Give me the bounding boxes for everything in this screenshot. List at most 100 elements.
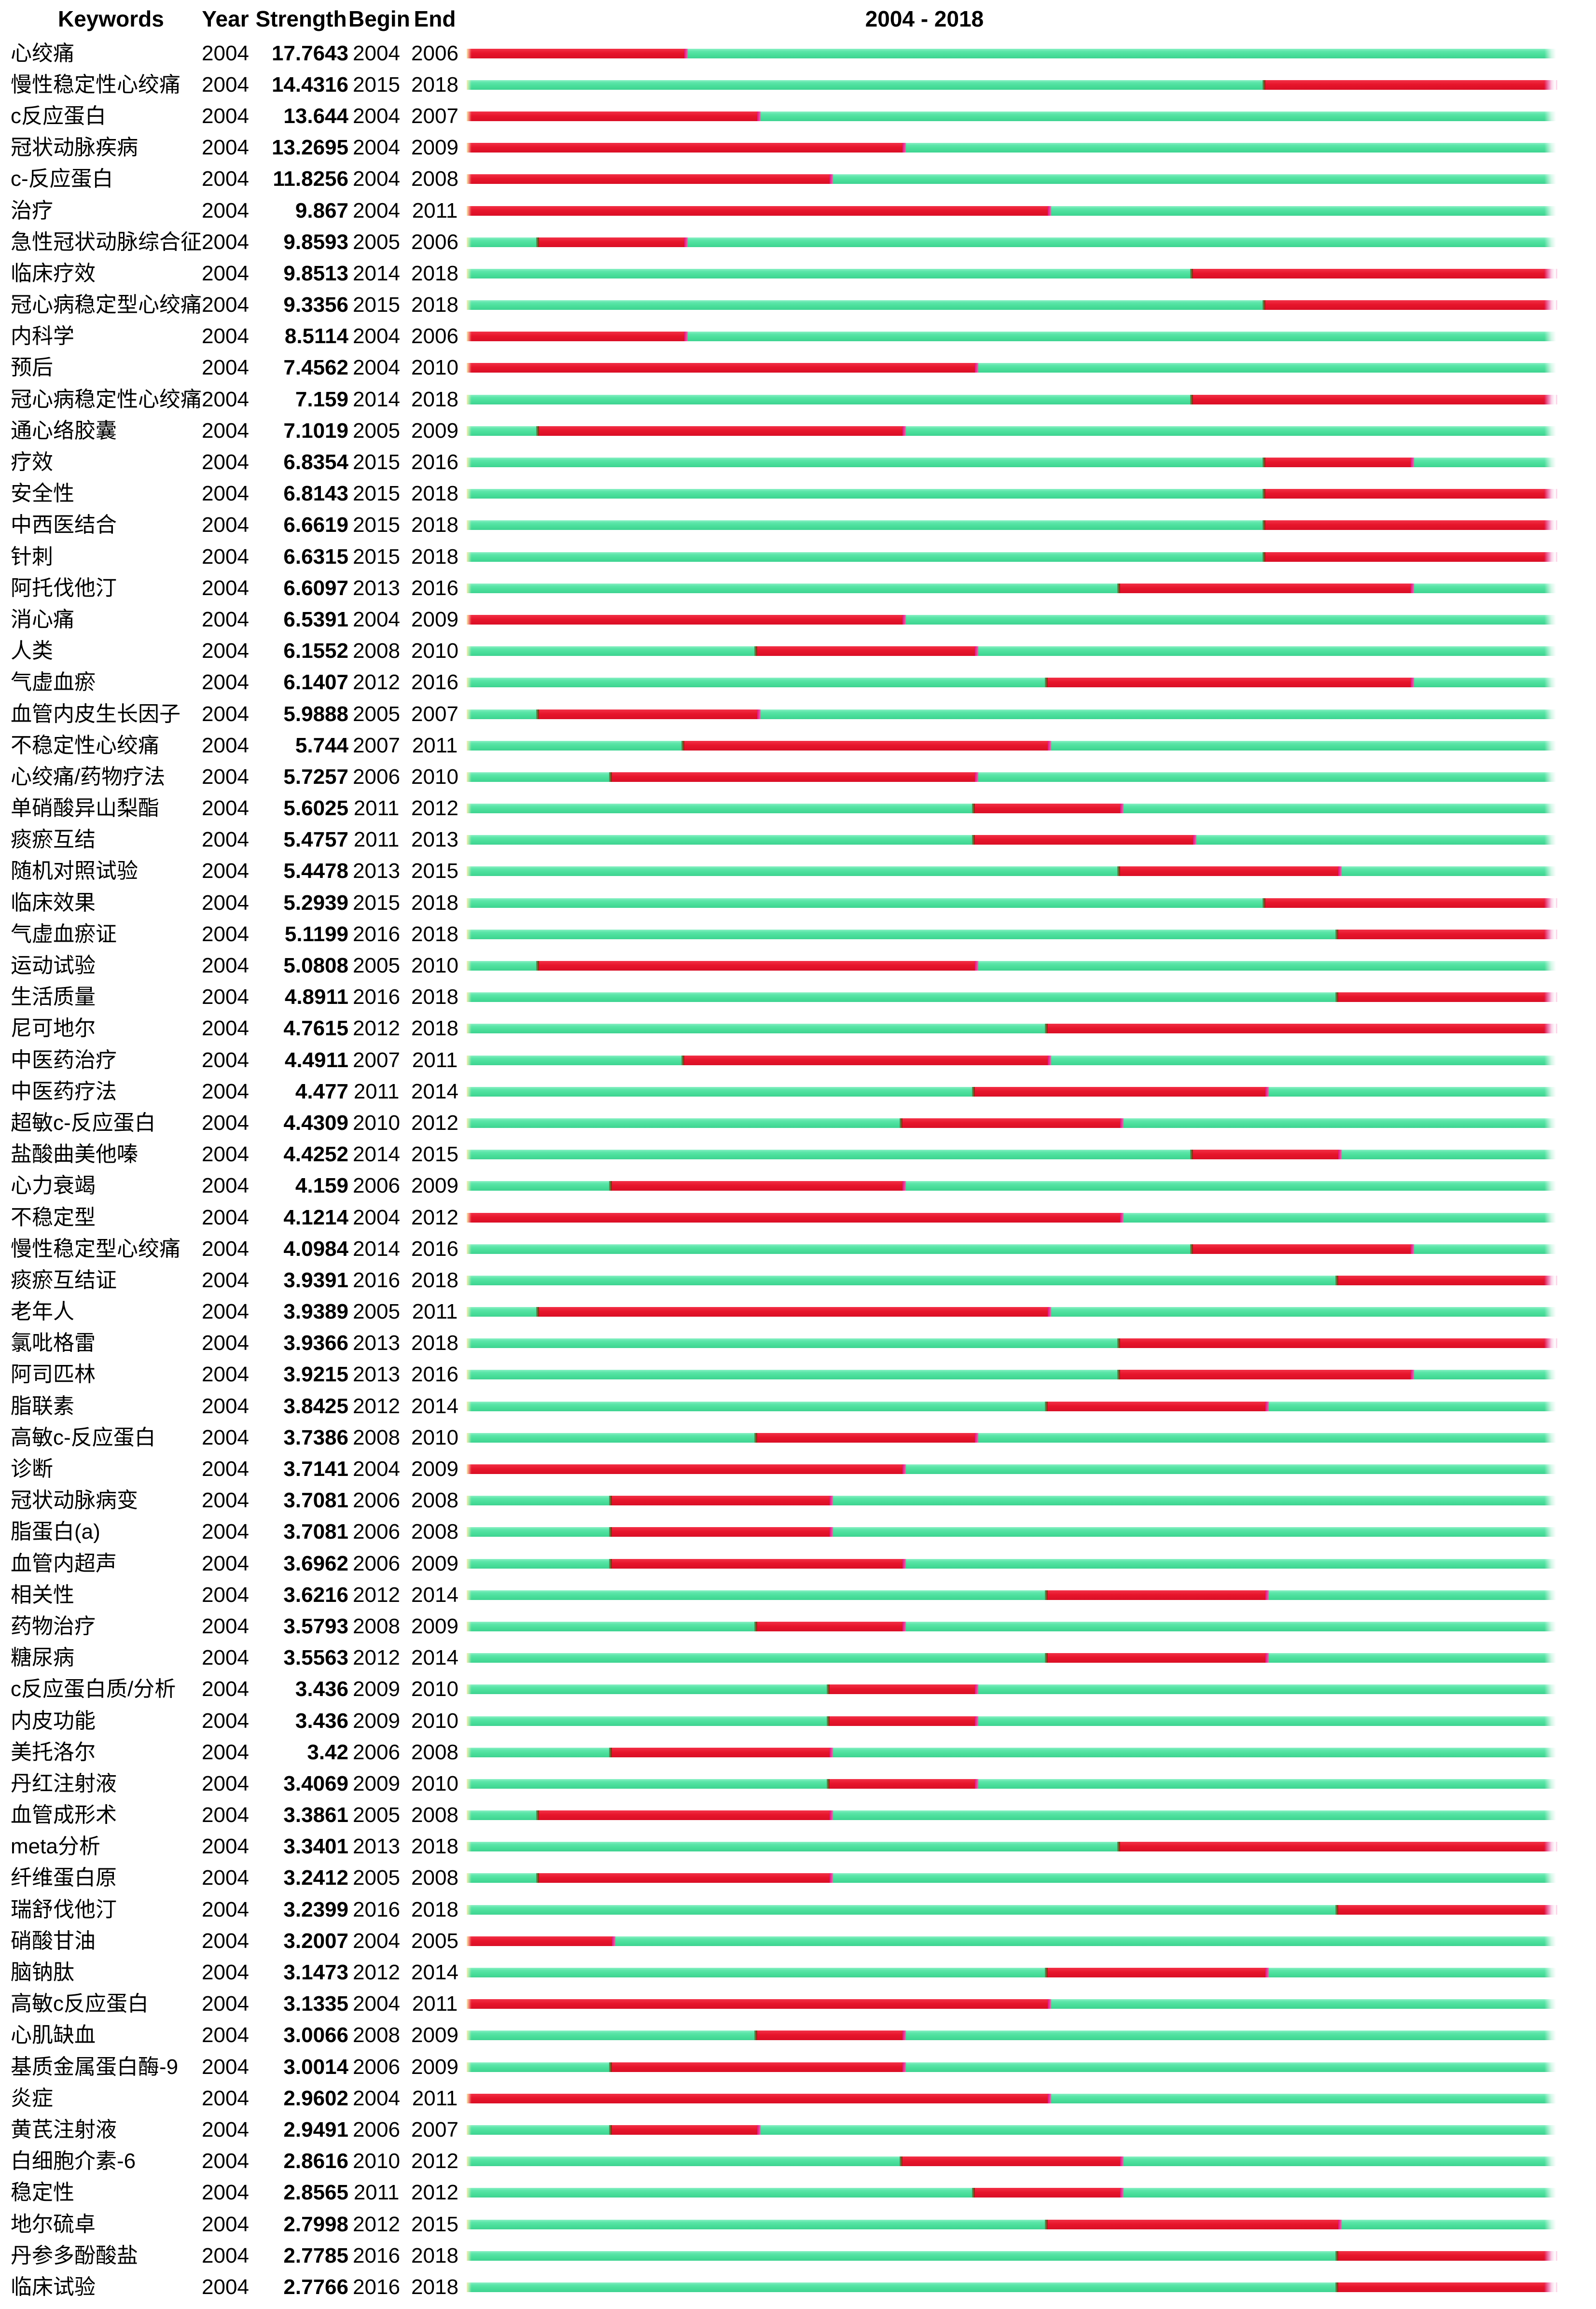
keyword-label: 痰瘀互结证: [11, 1268, 117, 1292]
keyword-label: 治疗: [11, 198, 53, 223]
table-row: 气虚血瘀 2004 6.1407 2012 2016: [0, 667, 1596, 698]
burst-timeline-bar: [467, 1842, 1558, 1852]
timeline-left-tip: [467, 143, 472, 153]
year-value: 2004: [202, 1142, 249, 1167]
timeline-left-tip: [467, 237, 472, 247]
burst-timeline-bar: [467, 1999, 1556, 2009]
keyword-label: 疗效: [11, 450, 53, 474]
keyword-label: 单硝酸异山梨酯: [11, 796, 159, 821]
keyword-label: 急性冠状动脉综合征: [11, 230, 202, 254]
keyword-label: 超敏c-反应蛋白: [11, 1111, 156, 1135]
burst-red-segment: [536, 1873, 834, 1883]
burst-timeline-bar: [467, 1936, 1556, 1946]
burst-timeline-bar: [467, 1873, 1556, 1883]
timeline-left-tip: [467, 363, 472, 373]
timeline-right-fade: [1544, 835, 1556, 845]
timeline-left-tip: [467, 1181, 472, 1191]
burst-red-segment: [1117, 583, 1415, 593]
strength-value: 3.0066: [283, 2023, 348, 2047]
timeline-right-fade: [1544, 268, 1556, 278]
end-value: 2006: [411, 41, 458, 65]
table-row: c反应蛋白 2004 13.644 2004 2007: [0, 100, 1596, 132]
burst-red-segment: [1263, 300, 1558, 310]
strength-value: 3.9391: [283, 1268, 348, 1292]
year-value: 2004: [202, 1331, 249, 1355]
burst-red-segment: [467, 1999, 1052, 2009]
timeline-right-fade: [1544, 1150, 1556, 1160]
year-value: 2004: [202, 985, 249, 1009]
keyword-label: 基质金属蛋白酶-9: [11, 2055, 179, 2079]
keyword-label: 预后: [11, 356, 53, 380]
year-value: 2004: [202, 2275, 249, 2299]
end-value: 2011: [412, 2086, 458, 2110]
timeline-green-base: [467, 2219, 1556, 2229]
timeline-left-tip: [467, 1716, 472, 1726]
timeline-right-fade: [1544, 1936, 1556, 1946]
begin-value: 2015: [353, 72, 400, 97]
burst-red-segment: [467, 1464, 906, 1474]
begin-value: 2006: [353, 2117, 400, 2142]
burst-red-segment: [1190, 1244, 1415, 1254]
end-value: 2012: [411, 1111, 458, 1135]
timeline-left-tip: [467, 1747, 472, 1757]
keyword-label: 临床效果: [11, 890, 96, 915]
table-row: 临床效果 2004 5.2939 2015 2018: [0, 887, 1596, 918]
end-value: 2008: [411, 1866, 458, 1890]
burst-red-segment: [1263, 552, 1558, 562]
timeline-left-tip: [467, 1244, 472, 1254]
year-value: 2004: [202, 859, 249, 883]
strength-value: 5.744: [295, 733, 348, 757]
keyword-label: 内皮功能: [11, 1709, 96, 1733]
end-value: 2009: [411, 607, 458, 631]
end-value: 2006: [411, 324, 458, 348]
table-row: 白细胞介素-6 2004 2.8616 2010 2012: [0, 2146, 1596, 2177]
year-value: 2004: [202, 1709, 249, 1733]
begin-value: 2012: [353, 1394, 400, 1418]
table-row: 冠心病稳定型心绞痛 2004 9.3356 2015 2018: [0, 290, 1596, 321]
end-value: 2018: [411, 1268, 458, 1292]
timeline-green-base: [467, 2251, 1556, 2261]
burst-timeline-bar: [467, 174, 1556, 184]
year-value: 2004: [202, 702, 249, 726]
strength-value: 3.9389: [283, 1300, 348, 1324]
keyword-label: 尼可地尔: [11, 1016, 96, 1041]
keyword-label: 高敏c反应蛋白: [11, 1992, 149, 2016]
timeline-left-tip: [467, 1810, 472, 1821]
strength-value: 4.4252: [283, 1142, 348, 1167]
timeline-left-tip: [467, 1873, 472, 1883]
timeline-green-base: [467, 1401, 1556, 1411]
keyword-label: 美托洛尔: [11, 1740, 96, 1764]
timeline-right-fade: [1544, 1590, 1556, 1600]
year-value: 2004: [202, 1457, 249, 1481]
begin-value: 2004: [353, 1457, 400, 1481]
timeline-left-tip: [467, 1307, 472, 1317]
burst-timeline-bar: [467, 206, 1556, 216]
begin-value: 2013: [353, 859, 400, 883]
begin-value: 2011: [353, 2181, 400, 2205]
timeline-right-fade: [1544, 206, 1556, 216]
year-value: 2004: [202, 1363, 249, 1387]
keyword-label: 冠状动脉病变: [11, 1488, 138, 1513]
strength-value: 9.8593: [283, 230, 348, 254]
burst-timeline-bar: [467, 1810, 1556, 1821]
strength-value: 3.4069: [283, 1771, 348, 1795]
keyword-label: 血管内超声: [11, 1551, 117, 1575]
table-row: 地尔硫卓 2004 2.7998 2012 2015: [0, 2209, 1596, 2240]
year-value: 2004: [202, 1268, 249, 1292]
table-row: 高敏c-反应蛋白 2004 3.7386 2008 2010: [0, 1422, 1596, 1453]
strength-value: 3.2007: [283, 1929, 348, 1953]
begin-value: 2006: [353, 1174, 400, 1198]
end-value: 2009: [411, 2023, 458, 2047]
timeline-right-fade: [1544, 740, 1556, 751]
burst-red-segment: [972, 2188, 1124, 2198]
end-value: 2018: [411, 72, 458, 97]
burst-timeline-bar: [467, 48, 1556, 58]
table-header: Keywords Year Strength Begin End 2004 - …: [0, 0, 1596, 38]
table-row: 安全性 2004 6.8143 2015 2018: [0, 478, 1596, 510]
timeline-right-fade: [1544, 709, 1556, 719]
strength-value: 2.8565: [283, 2181, 348, 2205]
year-value: 2004: [202, 418, 249, 443]
timeline-left-tip: [467, 1433, 472, 1443]
timeline-left-tip: [467, 1338, 472, 1349]
end-value: 2018: [411, 1016, 458, 1041]
